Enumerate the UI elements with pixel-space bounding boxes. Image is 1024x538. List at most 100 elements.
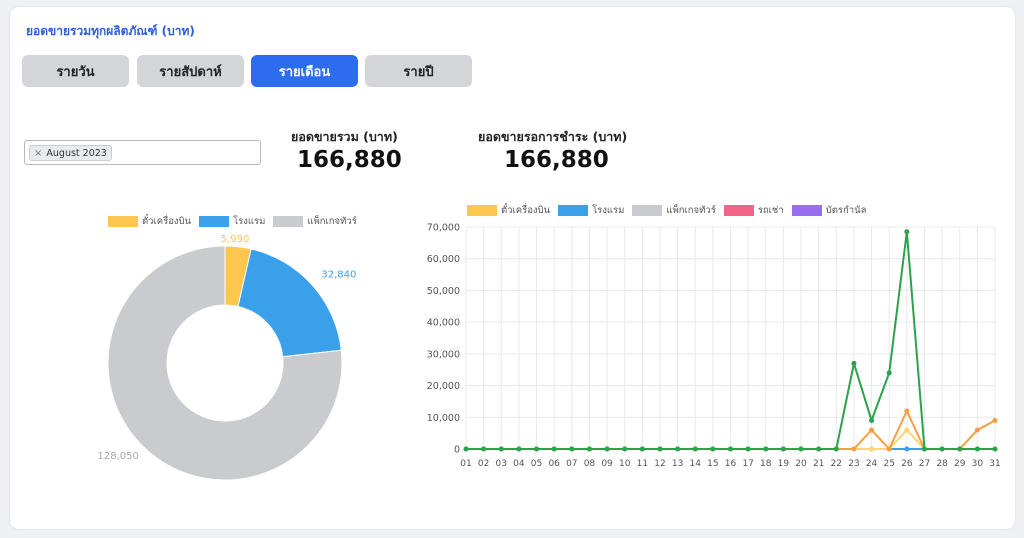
- series-point[interactable]: [851, 360, 857, 366]
- series-point[interactable]: [974, 446, 980, 452]
- series-point[interactable]: [516, 446, 522, 452]
- series-point[interactable]: [939, 446, 945, 452]
- y-tick-label: 60,000: [427, 254, 460, 265]
- tab-monthly[interactable]: รายเดือน: [251, 55, 358, 87]
- legend-item-hotel[interactable]: โรงแรม: [199, 214, 265, 229]
- tab-weekly[interactable]: รายสัปดาห์: [137, 55, 244, 87]
- donut-chart: 5,990 32,840 128,050: [98, 234, 356, 481]
- x-tick-label: 07: [566, 459, 577, 469]
- x-tick-label: 08: [584, 459, 596, 469]
- x-tick-label: 02: [478, 459, 489, 469]
- x-tick-label: 14: [690, 459, 702, 469]
- series-point[interactable]: [604, 446, 610, 452]
- series-point[interactable]: [851, 446, 857, 452]
- series-point[interactable]: [586, 446, 592, 452]
- x-tick-label: 24: [866, 459, 878, 469]
- x-tick-label: 23: [848, 459, 859, 469]
- series-point[interactable]: [904, 446, 910, 452]
- series-point[interactable]: [692, 446, 698, 452]
- legend-item-voucher[interactable]: บัตรกำนัล: [791, 203, 866, 218]
- series-point[interactable]: [780, 446, 786, 452]
- series-point[interactable]: [657, 446, 663, 452]
- series-point[interactable]: [745, 446, 751, 452]
- legend-item-tour[interactable]: แพ็กเกจทัวร์: [273, 214, 357, 229]
- x-tick-label: 25: [883, 459, 894, 469]
- x-tick-label: 17: [742, 459, 753, 469]
- slice-label-flight: 5,990: [221, 234, 250, 245]
- series-point[interactable]: [569, 446, 575, 452]
- x-tick-label: 29: [954, 459, 966, 469]
- daily-sales-line-chart: 0 10,000 20,000 30,000 40,000 50,000 60,000 70,…: [427, 223, 1001, 470]
- slice-hotel[interactable]: [237, 248, 342, 358]
- x-tick-label: 13: [672, 459, 683, 469]
- x-tick-label: 20: [795, 459, 807, 469]
- y-tick-label: 0: [454, 445, 460, 456]
- x-tick-label: 22: [831, 459, 842, 469]
- tab-yearly[interactable]: รายปี: [365, 55, 472, 87]
- series-point[interactable]: [710, 446, 716, 452]
- series-point[interactable]: [816, 446, 822, 452]
- series-point[interactable]: [904, 408, 910, 414]
- series-point[interactable]: [798, 446, 804, 452]
- series-point[interactable]: [833, 446, 839, 452]
- month-select[interactable]: × August 2023: [24, 140, 261, 165]
- legend-item-flight[interactable]: ตั๋วเครื่องบิน: [467, 203, 550, 218]
- x-tick-label: 06: [548, 459, 560, 469]
- x-tick-label: 30: [972, 459, 984, 469]
- pending-sales-value: 166,880: [504, 147, 609, 173]
- x-tick-label: 18: [760, 459, 772, 469]
- series-point[interactable]: [551, 446, 557, 452]
- series-point[interactable]: [904, 427, 910, 433]
- y-tick-label: 30,000: [427, 349, 460, 360]
- series-point[interactable]: [869, 427, 875, 433]
- x-tick-label: 16: [725, 459, 737, 469]
- x-tick-label: 03: [496, 459, 507, 469]
- slice-label-tour: 128,050: [98, 451, 139, 462]
- line-legend: ตั๋วเครื่องบิน โรงแรม แพ็กเกจทัวร์ รถเช่…: [467, 203, 874, 218]
- series-point[interactable]: [534, 446, 540, 452]
- page-title: ยอดขายรวมทุกผลิตภัณฑ์ (บาท): [26, 24, 195, 38]
- series-point[interactable]: [886, 446, 892, 452]
- remove-chip-icon[interactable]: ×: [34, 147, 43, 159]
- x-tick-label: 27: [919, 459, 930, 469]
- legend-item-tour[interactable]: แพ็กเกจทัวร์: [632, 203, 716, 218]
- series-point[interactable]: [463, 446, 469, 452]
- series-point[interactable]: [763, 446, 769, 452]
- x-tick-label: 21: [813, 459, 824, 469]
- slice-tour[interactable]: [107, 245, 343, 481]
- series-point[interactable]: [728, 446, 733, 452]
- legend-item-car[interactable]: รถเช่า: [723, 203, 784, 218]
- legend-item-flight[interactable]: ตั๋วเครื่องบิน: [108, 214, 191, 229]
- series-point[interactable]: [639, 446, 645, 452]
- series-point[interactable]: [957, 446, 963, 452]
- pending-sales-label: ยอดขายรอการชำระ (บาท): [478, 129, 628, 144]
- series-point[interactable]: [921, 446, 927, 452]
- series-point[interactable]: [886, 370, 892, 376]
- series-point[interactable]: [904, 229, 910, 235]
- series-point[interactable]: [869, 417, 875, 423]
- series-point[interactable]: [622, 446, 628, 452]
- legend-item-hotel[interactable]: โรงแรม: [558, 203, 624, 218]
- x-tick-label: 01: [460, 459, 471, 469]
- series-point[interactable]: [974, 427, 980, 433]
- x-tick-label: 31: [989, 459, 1000, 469]
- series-point[interactable]: [992, 417, 998, 423]
- tab-daily[interactable]: รายวัน: [22, 55, 129, 87]
- x-tick-label: 10: [619, 459, 631, 469]
- series-point[interactable]: [675, 446, 681, 452]
- series-point[interactable]: [869, 446, 875, 452]
- series-point[interactable]: [992, 446, 998, 452]
- total-sales-value: 166,880: [297, 147, 402, 173]
- y-tick-label: 10,000: [427, 413, 460, 424]
- series-point[interactable]: [481, 446, 487, 452]
- x-tick-label: 26: [901, 459, 913, 469]
- y-tick-label: 50,000: [427, 286, 460, 297]
- y-tick-label: 70,000: [427, 223, 460, 234]
- x-tick-label: 19: [778, 459, 790, 469]
- slice-label-hotel: 32,840: [321, 269, 356, 280]
- x-tick-label: 05: [531, 459, 542, 469]
- donut-legend: ตั๋วเครื่องบิน โรงแรม แพ็กเกจทัวร์: [108, 214, 365, 229]
- y-tick-label: 20,000: [427, 381, 460, 392]
- series-point[interactable]: [498, 446, 504, 452]
- selected-month-chip: × August 2023: [29, 145, 112, 161]
